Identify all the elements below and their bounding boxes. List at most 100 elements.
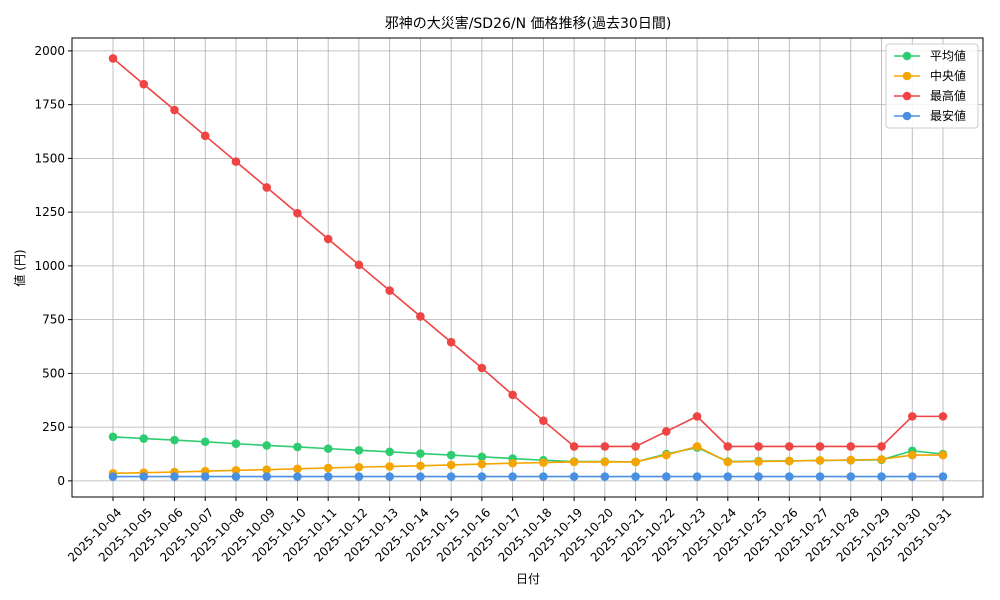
data-point [416,472,425,481]
data-point [262,472,272,481]
data-point [723,442,733,451]
data-point [877,442,886,451]
data-point [539,458,548,467]
data-point [600,457,610,467]
data-point [662,427,671,436]
data-point [354,462,364,472]
legend-entry-label: 平均値 [930,48,966,63]
data-point [262,465,272,474]
data-point [477,472,487,481]
data-point [323,472,333,481]
series-lines [108,54,948,481]
y-tick-label: 0 [57,474,65,488]
data-point [231,472,241,481]
data-point [231,466,241,475]
data-point [662,450,671,460]
data-point [938,450,948,460]
data-point [938,472,948,481]
data-point [754,472,763,481]
data-point [938,412,948,421]
data-point [416,461,425,471]
data-point [631,472,640,481]
data-point [108,472,118,481]
y-tick-label: 1000 [34,259,65,273]
data-point [323,234,333,244]
data-point [877,455,886,464]
legend-swatch-marker [902,51,912,61]
data-point [477,459,487,469]
legend-swatch-marker [902,111,912,121]
data-point [907,412,917,421]
data-point [231,439,241,448]
data-point [569,442,579,451]
data-point [508,390,517,400]
data-point [508,472,517,481]
legend-swatch-marker [902,91,912,101]
series-line [112,57,943,448]
legend-entry-label: 最高値 [930,88,966,103]
data-point [385,447,394,457]
data-point [385,472,394,481]
data-point [385,286,394,295]
series-line [112,445,943,475]
data-point [815,472,825,481]
data-point [692,472,702,481]
data-point [293,472,302,481]
data-point [569,472,579,481]
data-point [539,416,548,425]
data-point [600,442,610,451]
y-tick-label: 1750 [34,98,65,112]
data-point [170,435,179,445]
data-point [323,444,333,453]
data-point [662,472,671,481]
data-point [754,442,763,451]
data-point [600,472,610,481]
data-point [692,412,702,421]
data-point [569,457,579,467]
data-point [139,434,149,443]
x-axis-label: 日付 [516,572,540,586]
data-point [477,363,487,373]
y-tick-label: 250 [42,420,65,434]
data-point [385,462,394,471]
y-tick-label: 1250 [34,205,65,219]
data-point [108,432,118,442]
axes: 2025-10-042025-10-052025-10-062025-10-07… [34,44,954,565]
data-point [108,54,118,63]
data-point [293,442,302,452]
data-point [539,472,548,481]
data-point [446,450,456,460]
y-tick-label: 500 [42,366,65,380]
grid-lines [72,38,983,497]
legend-entry-label: 最安値 [930,108,966,123]
data-point [200,131,210,141]
data-point [354,260,364,270]
data-point [354,446,364,455]
series-1 [108,442,948,478]
data-point [323,463,333,473]
series-3 [108,472,948,481]
data-point [846,442,856,451]
y-tick-label: 1500 [34,151,65,165]
data-point [877,472,886,481]
series-2 [108,54,948,451]
data-point [139,79,149,89]
y-tick-label: 2000 [34,44,65,58]
data-point [446,337,456,347]
data-point [846,455,856,465]
data-point [231,157,241,166]
data-point [815,456,825,465]
data-point [446,472,456,481]
y-tick-label: 750 [42,313,65,327]
data-point [815,442,825,451]
data-point [262,183,272,192]
data-point [631,442,640,451]
data-point [907,472,917,481]
legend-swatch-marker [902,71,912,81]
data-point [907,450,917,460]
data-point [416,449,425,458]
data-point [784,456,794,466]
